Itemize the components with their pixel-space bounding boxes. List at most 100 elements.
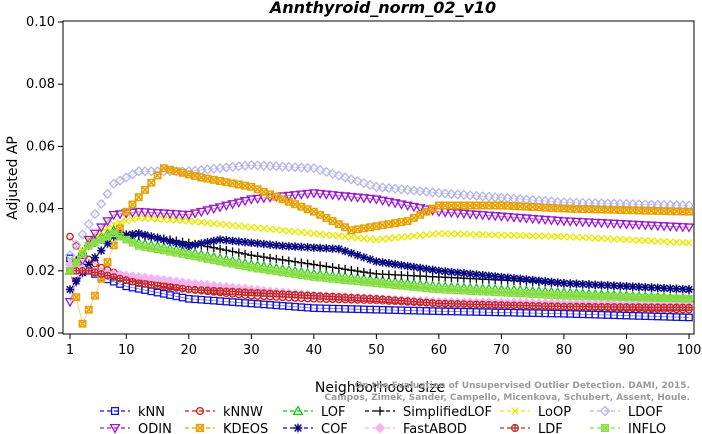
data-point-ldof: [277, 161, 288, 172]
data-point-ldf: [122, 276, 131, 284]
data-point-cof: [372, 257, 381, 266]
data-point-inflo: [422, 284, 431, 293]
data-point-simplifiedlof: [272, 254, 281, 264]
data-point-simplifiedlof: [334, 264, 344, 273]
data-point-loop: [278, 226, 287, 235]
legend-label-ldof: LDOF: [628, 405, 663, 420]
data-point-cof: [509, 274, 519, 283]
legend-marker-ldf: [510, 424, 520, 432]
data-point-simplifiedlof: [228, 247, 237, 256]
data-point-odin: [246, 195, 257, 205]
data-point-odin: [664, 222, 676, 232]
data-point-cof: [641, 283, 650, 292]
data-point-loop: [516, 231, 524, 240]
data-point-inflo: [672, 294, 681, 303]
data-point-ldof: [377, 182, 388, 193]
data-point-loop: [328, 231, 337, 240]
legend-item-fastabod: FastABOD: [365, 422, 467, 434]
data-point-odin: [527, 214, 539, 225]
data-point-cof: [591, 280, 600, 289]
data-point-inflo: [147, 244, 156, 253]
data-point-ldf: [84, 267, 93, 275]
data-point-inflo: [491, 288, 500, 297]
data-point-loop: [366, 235, 374, 243]
data-point-ldf: [610, 303, 618, 311]
data-point-ldof: [127, 169, 138, 180]
legend-item-inflo: INFLO: [590, 422, 666, 434]
data-point-cof: [497, 272, 506, 282]
data-point-loop: [247, 223, 255, 231]
data-point-inflo: [134, 242, 143, 250]
data-point-odin: [170, 210, 182, 220]
data-point-loop: [428, 230, 437, 238]
data-point-simplifiedlof: [259, 252, 269, 262]
data-point-cof: [672, 284, 681, 294]
data-point-ldof: [308, 163, 319, 174]
data-point-ldf: [622, 303, 631, 311]
data-point-odin: [158, 209, 170, 219]
y-tick-label: 0.08: [26, 77, 55, 92]
data-point-loop: [660, 237, 668, 246]
data-point-inflo: [522, 289, 531, 298]
data-point-loop: [253, 224, 262, 232]
data-point-ldof: [71, 239, 82, 251]
data-point-odin: [558, 217, 570, 227]
data-point-simplifiedlof: [353, 266, 362, 276]
data-point-ldf: [547, 302, 556, 311]
data-point-loop: [178, 216, 187, 225]
data-point-odin: [414, 204, 426, 214]
legend-marker-simplifiedlof: [375, 406, 385, 416]
data-point-inflo: [660, 294, 668, 303]
data-point-ldf: [528, 302, 537, 310]
data-point-ldof: [452, 189, 463, 200]
data-point-cof: [428, 265, 437, 275]
data-point-loop: [591, 234, 599, 242]
data-point-ldf: [460, 300, 468, 308]
data-point-odin: [677, 223, 689, 233]
legend-label-cof: COF: [321, 422, 348, 434]
data-point-inflo: [385, 280, 393, 289]
data-point-loop: [679, 238, 687, 247]
data-point-ldf: [478, 300, 487, 309]
data-point-loop: [385, 234, 393, 243]
data-point-odin: [339, 192, 351, 202]
data-point-kdeos: [78, 319, 87, 328]
data-point-loop: [504, 231, 512, 239]
data-point-inflo: [560, 291, 568, 300]
data-point-ldof: [458, 189, 470, 201]
data-point-loop: [416, 231, 424, 240]
data-point-odin: [352, 193, 363, 203]
data-point-cof: [184, 241, 193, 251]
data-point-cof: [97, 246, 106, 255]
data-point-inflo: [460, 286, 468, 295]
data-point-loop: [203, 219, 212, 227]
data-point-inflo: [372, 279, 381, 288]
data-point-loop: [647, 237, 656, 245]
data-point-ldof: [546, 196, 557, 207]
data-point-odin: [489, 212, 501, 222]
legend-item-ldof: LDOF: [590, 405, 663, 420]
data-point-loop: [222, 221, 230, 229]
data-point-inflo: [322, 274, 331, 283]
data-point-ldf: [322, 292, 331, 301]
data-point-cof: [359, 253, 369, 262]
data-point-kdeos: [91, 291, 99, 300]
data-point-ldof: [365, 179, 376, 191]
data-point-ldf: [391, 296, 399, 304]
data-point-odin: [646, 221, 657, 231]
data-point-simplifiedlof: [347, 265, 356, 275]
data-point-loop: [635, 236, 643, 244]
data-point-cof: [272, 241, 281, 250]
data-point-inflo: [291, 270, 299, 279]
data-point-cof: [197, 239, 206, 248]
x-tick-label: 20: [181, 343, 198, 358]
data-point-kdeos: [428, 204, 437, 213]
data-point-ldf: [272, 290, 281, 298]
data-point-inflo: [497, 288, 506, 297]
data-point-cof: [172, 238, 181, 248]
data-point-odin: [552, 216, 564, 227]
data-point-simplifiedlof: [284, 256, 294, 266]
legend-marker-odin: [109, 423, 121, 434]
data-point-loop: [135, 214, 143, 222]
data-point-cof: [259, 239, 269, 249]
